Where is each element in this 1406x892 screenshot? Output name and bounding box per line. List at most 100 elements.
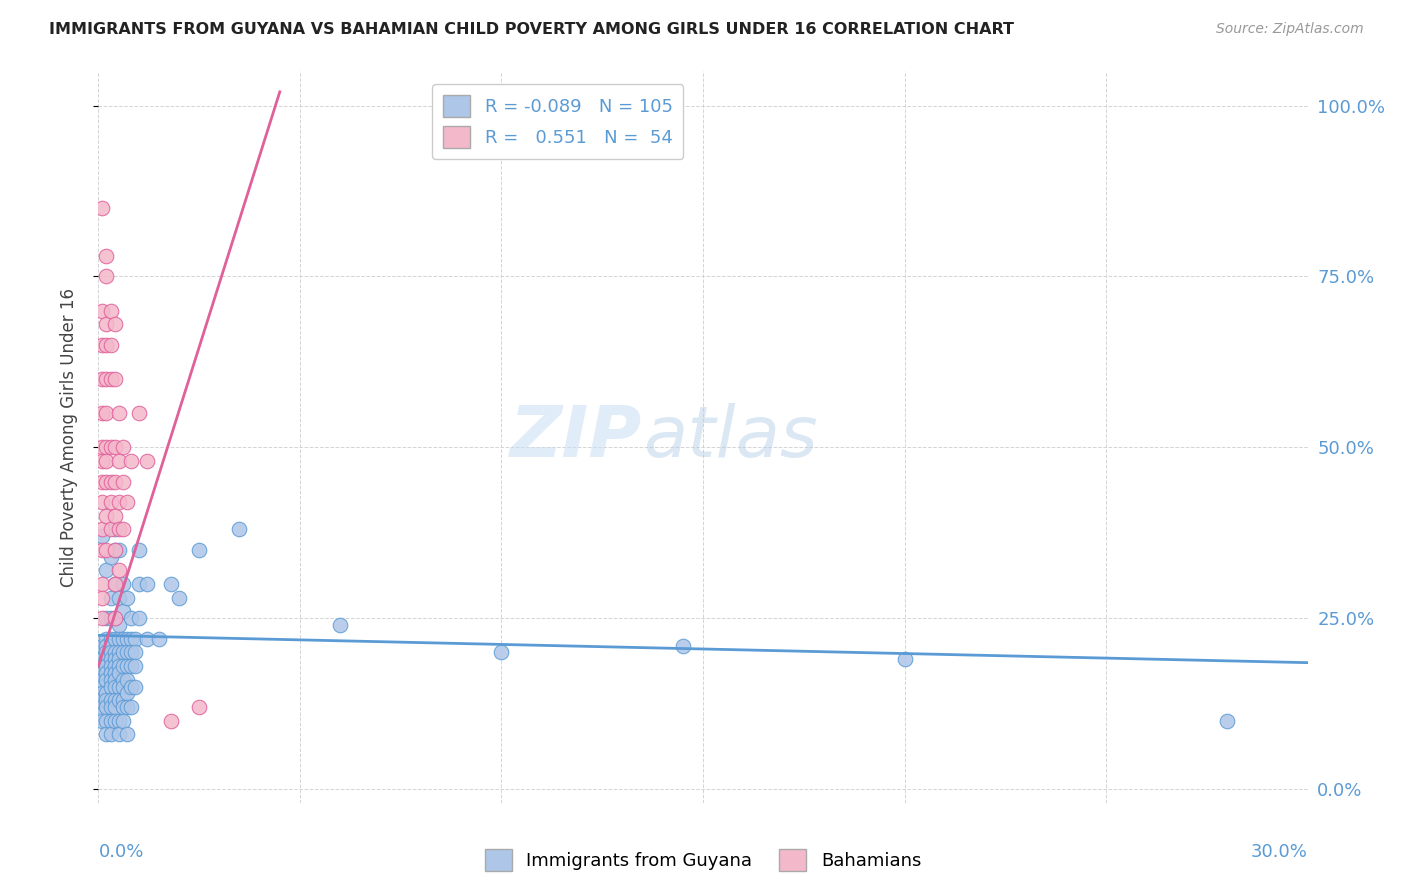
Point: [115, 700, 138, 714]
Point: [111, 604, 134, 618]
Point: [91, 652, 114, 666]
Point: [103, 680, 125, 694]
Point: [96, 372, 118, 386]
Point: [160, 577, 183, 591]
Point: [100, 693, 122, 707]
Point: [100, 645, 122, 659]
Point: [111, 714, 134, 728]
Point: [103, 522, 125, 536]
Point: [107, 645, 129, 659]
Point: [100, 665, 122, 680]
Point: [115, 673, 138, 687]
Text: IMMIGRANTS FROM GUYANA VS BAHAMIAN CHILD POVERTY AMONG GIRLS UNDER 16 CORRELATIO: IMMIGRANTS FROM GUYANA VS BAHAMIAN CHILD…: [49, 22, 1014, 37]
Point: [96, 475, 118, 489]
Point: [91, 577, 114, 591]
Text: atlas: atlas: [643, 402, 817, 472]
Point: [893, 652, 915, 666]
Point: [96, 632, 118, 646]
Point: [96, 440, 118, 454]
Point: [100, 632, 122, 646]
Point: [91, 495, 114, 509]
Point: [107, 727, 129, 741]
Point: [100, 680, 122, 694]
Point: [96, 727, 118, 741]
Point: [96, 665, 118, 680]
Point: [107, 563, 129, 577]
Point: [100, 522, 122, 536]
Point: [103, 611, 125, 625]
Point: [329, 618, 352, 632]
Point: [96, 686, 118, 700]
Point: [91, 673, 114, 687]
Point: [111, 632, 134, 646]
Point: [107, 591, 129, 605]
Text: ZIP: ZIP: [510, 402, 643, 472]
Point: [103, 508, 125, 523]
Point: [103, 652, 125, 666]
Point: [107, 542, 129, 557]
Point: [188, 542, 211, 557]
Point: [100, 591, 122, 605]
Point: [107, 632, 129, 646]
Point: [107, 618, 129, 632]
Point: [103, 693, 125, 707]
Point: [103, 440, 125, 454]
Point: [111, 440, 134, 454]
Point: [107, 659, 129, 673]
Point: [124, 659, 146, 673]
Point: [96, 542, 118, 557]
Text: 30.0%: 30.0%: [1251, 843, 1308, 861]
Point: [107, 665, 129, 680]
Point: [96, 249, 118, 263]
Point: [96, 454, 118, 468]
Point: [120, 454, 142, 468]
Point: [100, 639, 122, 653]
Point: [103, 665, 125, 680]
Point: [120, 700, 142, 714]
Point: [135, 454, 157, 468]
Point: [672, 639, 695, 653]
Point: [100, 549, 122, 564]
Point: [96, 338, 118, 352]
Point: [100, 338, 122, 352]
Y-axis label: Child Poverty Among Girls Under 16: Child Poverty Among Girls Under 16: [59, 287, 77, 587]
Point: [111, 645, 134, 659]
Point: [91, 475, 114, 489]
Point: [91, 665, 114, 680]
Point: [124, 632, 146, 646]
Point: [107, 406, 129, 420]
Point: [96, 508, 118, 523]
Point: [128, 542, 150, 557]
Point: [115, 645, 138, 659]
Text: Source: ZipAtlas.com: Source: ZipAtlas.com: [1216, 22, 1364, 37]
Point: [91, 406, 114, 420]
Legend: R = -0.089   N = 105, R =   0.551   N =  54: R = -0.089 N = 105, R = 0.551 N = 54: [432, 84, 683, 159]
Point: [128, 611, 150, 625]
Point: [103, 318, 125, 332]
Point: [135, 632, 157, 646]
Point: [107, 652, 129, 666]
Point: [228, 522, 250, 536]
Point: [115, 727, 138, 741]
Point: [91, 440, 114, 454]
Point: [100, 611, 122, 625]
Point: [128, 577, 150, 591]
Point: [103, 542, 125, 557]
Point: [491, 645, 513, 659]
Point: [111, 475, 134, 489]
Point: [91, 714, 114, 728]
Point: [103, 632, 125, 646]
Point: [103, 542, 125, 557]
Point: [111, 659, 134, 673]
Point: [120, 632, 142, 646]
Point: [96, 269, 118, 284]
Point: [100, 303, 122, 318]
Point: [124, 680, 146, 694]
Point: [188, 700, 211, 714]
Point: [96, 693, 118, 707]
Point: [91, 639, 114, 653]
Point: [115, 591, 138, 605]
Point: [96, 714, 118, 728]
Point: [111, 673, 134, 687]
Point: [111, 693, 134, 707]
